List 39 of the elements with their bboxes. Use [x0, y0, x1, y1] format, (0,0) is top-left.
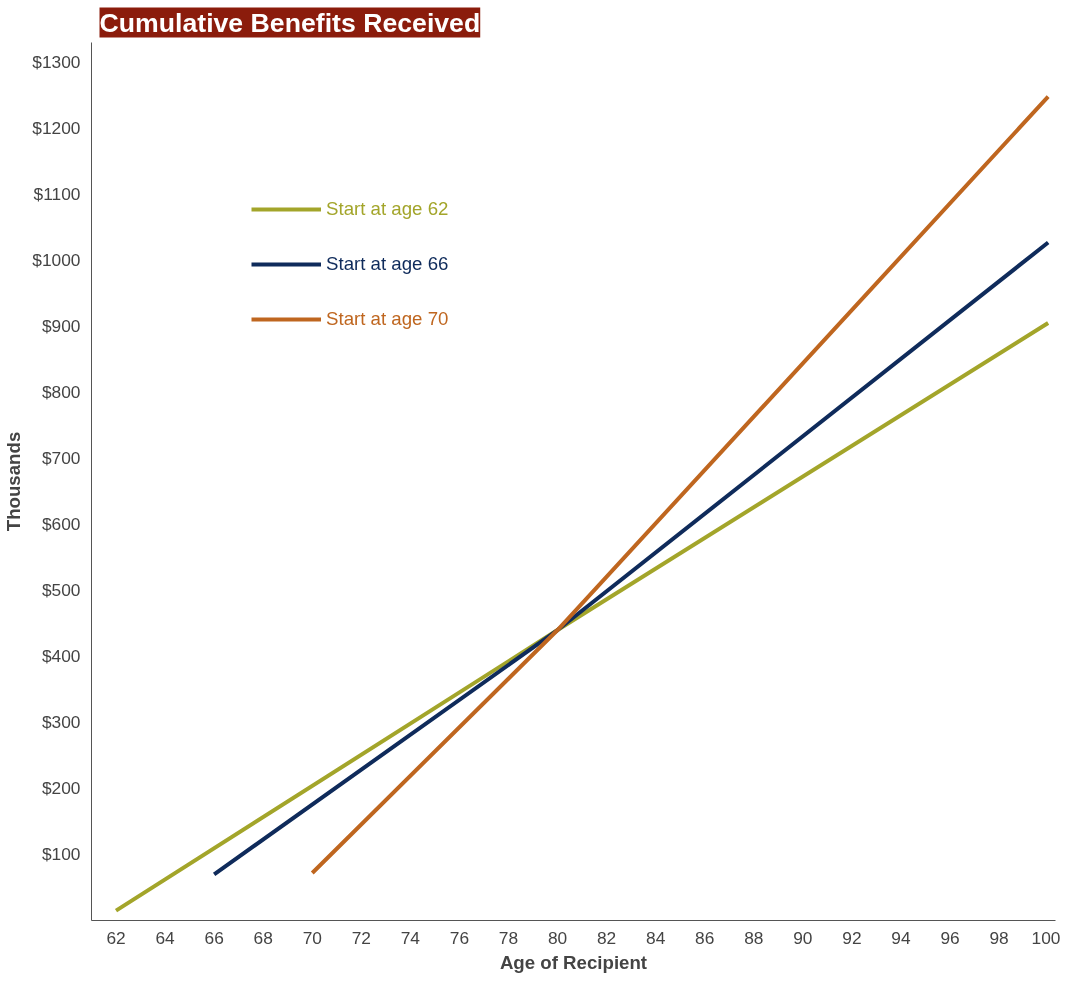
x-tick-label: 80 [547, 927, 568, 948]
x-tick-label: 90 [793, 927, 813, 948]
y-tick-label: $700 [41, 448, 81, 469]
x-tick-label: 64 [155, 927, 176, 948]
x-tick-label: 82 [596, 927, 617, 948]
y-tick-label: $1200 [32, 118, 81, 139]
y-tick-label: $900 [41, 316, 81, 337]
x-axis-title: Age of Recipient [499, 951, 648, 973]
x-tick-label: 68 [253, 927, 273, 948]
y-tick-label: $800 [41, 382, 81, 403]
y-tick-label: $100 [41, 844, 81, 865]
x-tick-label: 98 [989, 927, 1009, 948]
chart-title: Cumulative Benefits Received [99, 7, 481, 38]
legend-label: Start at age 66 [326, 253, 449, 275]
y-tick-label: $400 [41, 646, 81, 667]
x-tick-label: 70 [302, 927, 322, 948]
x-tick-label: 72 [351, 927, 371, 948]
x-tick-label: 62 [106, 927, 126, 948]
x-tick-label: 78 [498, 927, 519, 948]
x-tick-label: 94 [891, 927, 911, 948]
x-tick-label: 88 [744, 927, 764, 948]
y-tick-label: $200 [41, 778, 81, 799]
x-tick-label: 84 [646, 927, 666, 948]
x-tick-label: 100 [1031, 927, 1061, 948]
y-axis-title: Thousands [3, 431, 25, 532]
legend-label: Start at age 62 [326, 198, 449, 220]
x-tick-label: 66 [204, 927, 224, 948]
x-tick-label: 96 [940, 927, 960, 948]
x-tick-label: 92 [842, 927, 862, 948]
y-tick-label: $500 [41, 580, 81, 601]
y-tick-label: $300 [41, 712, 81, 733]
x-tick-label: 76 [449, 927, 470, 948]
y-tick-label: $600 [41, 514, 81, 535]
y-tick-label: $1000 [32, 250, 81, 271]
y-tick-label: $1300 [32, 52, 81, 73]
y-tick-label: $1100 [33, 184, 81, 205]
legend-label: Start at age 70 [326, 308, 449, 330]
x-tick-label: 86 [695, 927, 715, 948]
x-tick-label: 74 [400, 927, 421, 948]
